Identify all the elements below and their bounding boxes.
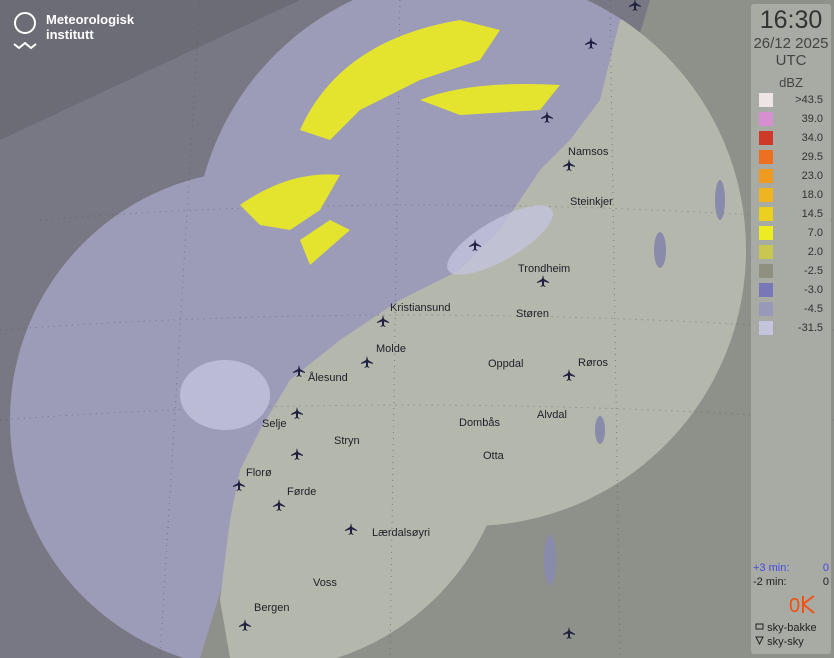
city-steinkjer[interactable]: Steinkjer xyxy=(570,196,613,208)
legend-value: 14.5 xyxy=(801,207,823,220)
city-forde[interactable]: Førde xyxy=(287,486,316,498)
brand-line1: Meteorologisk xyxy=(46,12,135,27)
brand-line2: institutt xyxy=(46,27,94,42)
city-selje[interactable]: Selje xyxy=(262,418,286,430)
legend-value: -31.5 xyxy=(797,321,823,334)
city-voss[interactable]: Voss xyxy=(313,577,337,589)
legend-value: 34.0 xyxy=(801,131,823,144)
legend-value: 18.0 xyxy=(801,188,823,201)
legend-swatch xyxy=(759,168,773,183)
triangle-icon xyxy=(755,636,764,646)
date-label: 26/12 2025 xyxy=(753,35,829,52)
legend-swatch xyxy=(759,320,773,335)
legend-value: >43.5 xyxy=(795,93,823,106)
city-molde[interactable]: Molde xyxy=(376,343,406,355)
legend-row: -4.5 xyxy=(751,299,831,318)
legend-value: 39.0 xyxy=(801,112,823,125)
legend-value: 2.0 xyxy=(807,245,823,258)
city-trondheim[interactable]: Trondheim xyxy=(518,263,570,275)
city-dombas[interactable]: Dombås xyxy=(459,417,500,429)
legend-row: 34.0 xyxy=(751,128,831,147)
precipitation-echoes xyxy=(240,20,560,265)
city-alvdal[interactable]: Alvdal xyxy=(537,409,567,421)
met-logo-icon xyxy=(13,12,37,50)
cloud-label: sky-sky xyxy=(767,636,804,648)
legend-row: -2.5 xyxy=(751,261,831,280)
dbz-legend: >43.5 39.0 34.0 29.5 23.0 18.0 14.5 7.0 2.0 -2.5 -… xyxy=(751,90,831,337)
legend-row: 29.5 xyxy=(751,147,831,166)
legend-swatch xyxy=(759,130,773,145)
legend-swatch xyxy=(759,92,773,107)
met-logo[interactable]: Meteorologisk institutt xyxy=(12,12,134,52)
legend-swatch xyxy=(759,206,773,221)
legend-value: 7.0 xyxy=(807,226,823,239)
legend-swatch xyxy=(759,111,773,126)
legend-row: -3.0 xyxy=(751,280,831,299)
legend-value: -3.0 xyxy=(804,283,823,296)
legend-row: 23.0 xyxy=(751,166,831,185)
legend-row: 14.5 xyxy=(751,204,831,223)
marker-ground: sky-bakke xyxy=(755,622,817,634)
time-label: 16:30 xyxy=(759,6,823,34)
plus-label: +3 min: xyxy=(753,562,790,574)
legend-swatch xyxy=(759,282,773,297)
minus-label: -2 min: xyxy=(753,576,787,588)
city-otta[interactable]: Otta xyxy=(483,450,505,462)
city-roros[interactable]: Røros xyxy=(578,357,608,369)
plus-value: 0 xyxy=(822,562,829,574)
legend-row: >43.5 xyxy=(751,90,831,109)
legend-swatch xyxy=(759,263,773,278)
legend-swatch xyxy=(759,225,773,240)
timezone-label: UTC xyxy=(775,52,807,69)
city-namsos[interactable]: Namsos xyxy=(568,146,609,158)
legend-value: 29.5 xyxy=(801,150,823,163)
ground-label: sky-bakke xyxy=(767,622,817,634)
square-icon xyxy=(755,623,764,630)
city-laerdalsoyri[interactable]: Lærdalsøyri xyxy=(372,527,430,539)
city-storen[interactable]: Støren xyxy=(516,308,549,320)
legend-swatch xyxy=(759,301,773,316)
legend-panel: 16:30 26/12 2025 UTC dBZ >43.5 39.0 34.0 29… xyxy=(751,4,831,654)
forecast-plus: +3 min: 0 xyxy=(753,562,829,574)
legend-row: 18.0 xyxy=(751,185,831,204)
legend-value: -2.5 xyxy=(804,264,823,277)
city-bergen[interactable]: Bergen xyxy=(254,602,289,614)
legend-row: 7.0 xyxy=(751,223,831,242)
legend-swatch xyxy=(759,244,773,259)
marker-cloud: sky-sky xyxy=(755,636,804,648)
city-labels: Namsos Steinkjer Trondheim Kristiansund … xyxy=(246,146,613,614)
legend-value: 23.0 xyxy=(801,169,823,182)
forecast-minus: -2 min: 0 xyxy=(753,576,829,588)
legend-row: -31.5 xyxy=(751,318,831,337)
lightning-value: 0 xyxy=(789,595,801,617)
city-alesund[interactable]: Ålesund xyxy=(308,371,348,384)
legend-swatch xyxy=(759,149,773,164)
lightning-count: 0 xyxy=(789,594,818,618)
lightning-icon xyxy=(802,595,815,614)
city-stryn[interactable]: Stryn xyxy=(334,435,360,447)
legend-row: 2.0 xyxy=(751,242,831,261)
unit-label: dBZ xyxy=(779,75,803,90)
city-oppdal[interactable]: Oppdal xyxy=(488,358,523,370)
clutter-echoes xyxy=(180,205,553,430)
city-kristiansund[interactable]: Kristiansund xyxy=(390,302,451,314)
legend-swatch xyxy=(759,187,773,202)
minus-value: 0 xyxy=(822,576,829,588)
city-floro[interactable]: Florø xyxy=(246,467,272,479)
legend-value: -4.5 xyxy=(804,302,823,315)
legend-row: 39.0 xyxy=(751,109,831,128)
